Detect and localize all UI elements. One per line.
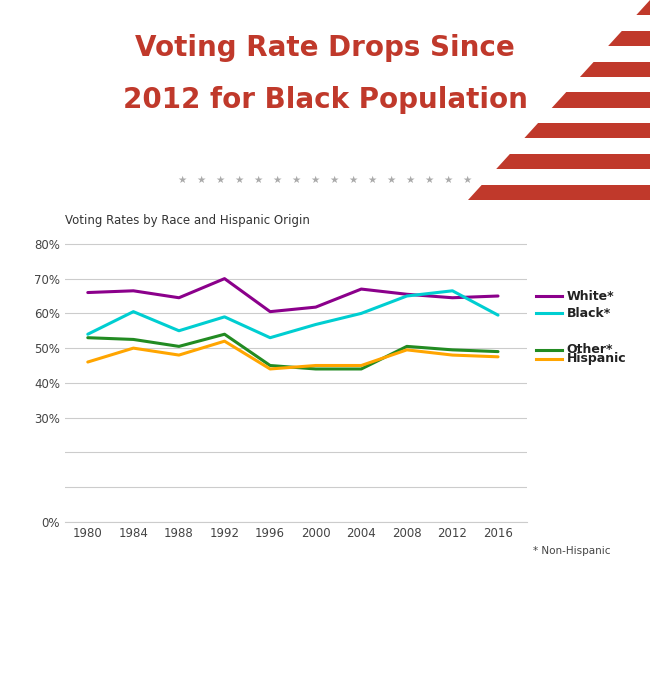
Text: ★: ★ bbox=[134, 115, 143, 125]
Text: ★: ★ bbox=[83, 95, 92, 105]
Polygon shape bbox=[468, 0, 650, 200]
Text: https://www.census.gov/topics/public-sector/voting.html: https://www.census.gov/topics/public-sec… bbox=[370, 644, 574, 649]
Text: ★: ★ bbox=[100, 75, 109, 85]
Text: United States™: United States™ bbox=[10, 589, 70, 598]
Text: ★: ★ bbox=[49, 175, 58, 185]
Text: ★: ★ bbox=[66, 155, 75, 165]
Text: ★: ★ bbox=[49, 135, 58, 145]
Bar bbox=[468, 123, 650, 138]
Text: Black*: Black* bbox=[567, 307, 611, 320]
Bar bbox=[468, 31, 650, 46]
Text: ★: ★ bbox=[83, 15, 92, 25]
Text: Census: Census bbox=[6, 619, 102, 643]
Text: ★: ★ bbox=[66, 75, 75, 85]
Text: ★: ★ bbox=[16, 15, 25, 25]
Text: ★: ★ bbox=[117, 15, 126, 25]
Text: Other*: Other* bbox=[567, 343, 614, 356]
Text: ★: ★ bbox=[16, 135, 25, 145]
Text: U.S. CENSUS BUREAU: U.S. CENSUS BUREAU bbox=[136, 638, 218, 647]
Text: ★: ★ bbox=[134, 155, 143, 165]
Text: ★: ★ bbox=[32, 155, 42, 165]
Text: ★: ★ bbox=[134, 35, 143, 45]
Text: ★: ★ bbox=[83, 135, 92, 145]
Text: Bureau: Bureau bbox=[6, 666, 34, 675]
Text: census.gov: census.gov bbox=[136, 662, 198, 671]
Text: White*: White* bbox=[567, 290, 614, 303]
Text: ★: ★ bbox=[32, 115, 42, 125]
Text: ★: ★ bbox=[117, 95, 126, 105]
Text: U.S. Department of Commerce: U.S. Department of Commerce bbox=[136, 592, 285, 601]
Text: Economics and Statistics Administration: Economics and Statistics Administration bbox=[136, 616, 298, 625]
Text: ★: ★ bbox=[151, 135, 160, 145]
Text: 1980-2016 Voting and Registration Supplements: 1980-2016 Voting and Registration Supple… bbox=[370, 616, 566, 625]
Text: ★: ★ bbox=[16, 95, 25, 105]
Text: ★: ★ bbox=[117, 55, 126, 65]
Text: ★: ★ bbox=[83, 55, 92, 65]
Text: ★: ★ bbox=[151, 15, 160, 25]
Text: ★: ★ bbox=[100, 35, 109, 45]
Text: ★: ★ bbox=[49, 15, 58, 25]
Bar bbox=[468, 0, 650, 15]
Text: ★: ★ bbox=[151, 95, 160, 105]
Text: ★: ★ bbox=[117, 175, 126, 185]
Text: ★: ★ bbox=[16, 55, 25, 65]
Text: Source: Current Population Survey,: Source: Current Population Survey, bbox=[370, 592, 512, 601]
Text: ★: ★ bbox=[151, 175, 160, 185]
Text: ★: ★ bbox=[66, 35, 75, 45]
Bar bbox=[468, 184, 650, 200]
Text: 2012 for Black Population: 2012 for Black Population bbox=[123, 86, 527, 114]
Bar bbox=[468, 77, 650, 92]
Text: ★: ★ bbox=[83, 175, 92, 185]
Text: ★: ★ bbox=[100, 155, 109, 165]
Bar bbox=[468, 46, 650, 61]
Text: ★: ★ bbox=[100, 115, 109, 125]
Bar bbox=[468, 169, 650, 184]
Bar bbox=[468, 61, 650, 77]
Text: Hispanic: Hispanic bbox=[567, 352, 627, 365]
Bar bbox=[468, 154, 650, 169]
Text: ★: ★ bbox=[151, 55, 160, 65]
Text: ★: ★ bbox=[66, 115, 75, 125]
Text: ★: ★ bbox=[134, 75, 143, 85]
Text: Voting Rate Drops Since: Voting Rate Drops Since bbox=[135, 34, 515, 62]
Bar bbox=[468, 138, 650, 154]
Text: ★   ★   ★   ★   ★   ★   ★   ★   ★   ★   ★   ★   ★   ★   ★   ★: ★ ★ ★ ★ ★ ★ ★ ★ ★ ★ ★ ★ ★ ★ ★ ★ bbox=[178, 175, 472, 185]
Polygon shape bbox=[0, 0, 169, 200]
Text: ★: ★ bbox=[32, 75, 42, 85]
Text: ★: ★ bbox=[49, 55, 58, 65]
Text: ★: ★ bbox=[49, 95, 58, 105]
Bar bbox=[468, 15, 650, 31]
Text: * Non-Hispanic: * Non-Hispanic bbox=[533, 546, 610, 556]
Text: ★: ★ bbox=[117, 135, 126, 145]
Text: Voting Rates by Race and Hispanic Origin: Voting Rates by Race and Hispanic Origin bbox=[65, 213, 310, 226]
Text: ★: ★ bbox=[16, 175, 25, 185]
Bar bbox=[468, 92, 650, 108]
Bar bbox=[468, 108, 650, 123]
Text: ★: ★ bbox=[32, 35, 42, 45]
